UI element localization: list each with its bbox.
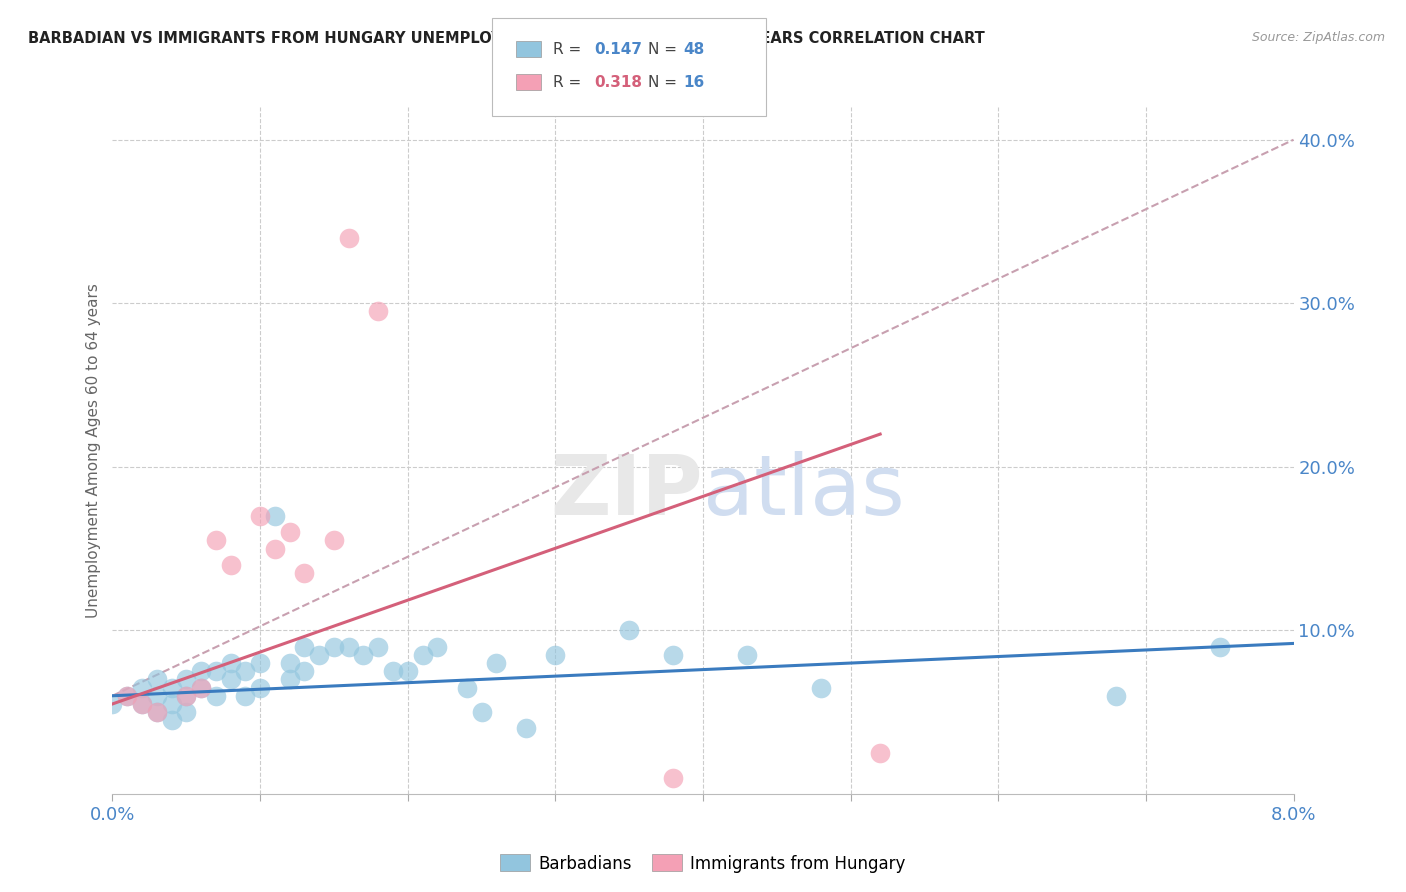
Point — [662, 648, 685, 662]
Point — [146, 705, 169, 719]
Point — [737, 648, 759, 662]
Point — [308, 648, 330, 662]
Point — [323, 533, 346, 548]
Point — [337, 640, 360, 654]
Point — [205, 533, 228, 548]
Point — [264, 508, 287, 523]
Point — [367, 304, 389, 318]
Point — [174, 689, 197, 703]
Point — [117, 689, 138, 703]
Point — [456, 681, 478, 695]
Text: BARBADIAN VS IMMIGRANTS FROM HUNGARY UNEMPLOYMENT AMONG AGES 60 TO 64 YEARS CORR: BARBADIAN VS IMMIGRANTS FROM HUNGARY UNE… — [28, 31, 984, 46]
Point — [619, 624, 641, 638]
Point — [278, 656, 301, 670]
Point — [205, 664, 228, 679]
Text: R =: R = — [553, 42, 586, 56]
Point — [544, 648, 567, 662]
Point — [131, 697, 153, 711]
Point — [174, 689, 197, 703]
Point — [292, 640, 315, 654]
Point — [1208, 640, 1232, 654]
Text: Source: ZipAtlas.com: Source: ZipAtlas.com — [1251, 31, 1385, 45]
Point — [396, 664, 419, 679]
Point — [146, 689, 169, 703]
Text: 16: 16 — [683, 75, 704, 89]
Text: N =: N = — [648, 75, 682, 89]
Point — [146, 705, 169, 719]
Point — [278, 673, 301, 687]
Point — [1105, 689, 1128, 703]
Point — [233, 664, 256, 679]
Point — [352, 648, 374, 662]
Point — [426, 640, 449, 654]
Text: 0.318: 0.318 — [595, 75, 643, 89]
Text: N =: N = — [648, 42, 682, 56]
Point — [160, 681, 183, 695]
Legend: Barbadians, Immigrants from Hungary: Barbadians, Immigrants from Hungary — [494, 847, 912, 880]
Y-axis label: Unemployment Among Ages 60 to 64 years: Unemployment Among Ages 60 to 64 years — [86, 283, 101, 618]
Point — [662, 771, 685, 785]
Point — [249, 508, 271, 523]
Point — [869, 746, 891, 760]
Point — [160, 697, 183, 711]
Point — [292, 566, 315, 580]
Point — [219, 656, 242, 670]
Point — [190, 681, 212, 695]
Point — [515, 722, 537, 736]
Point — [174, 705, 197, 719]
Point — [367, 640, 389, 654]
Point — [131, 697, 153, 711]
Point — [382, 664, 405, 679]
Point — [205, 689, 228, 703]
Point — [412, 648, 434, 662]
Point — [190, 681, 212, 695]
Point — [264, 541, 287, 556]
Point — [292, 664, 315, 679]
Point — [810, 681, 832, 695]
Point — [174, 673, 197, 687]
Point — [146, 673, 169, 687]
Point — [485, 656, 508, 670]
Point — [160, 714, 183, 728]
Point — [471, 705, 494, 719]
Text: 48: 48 — [683, 42, 704, 56]
Point — [219, 673, 242, 687]
Text: atlas: atlas — [703, 451, 904, 533]
Point — [323, 640, 346, 654]
Point — [219, 558, 242, 572]
Point — [249, 681, 271, 695]
Text: 0.147: 0.147 — [595, 42, 643, 56]
Text: R =: R = — [553, 75, 586, 89]
Point — [131, 681, 153, 695]
Point — [117, 689, 138, 703]
Point — [337, 231, 360, 245]
Point — [233, 689, 256, 703]
Point — [190, 664, 212, 679]
Point — [278, 525, 301, 540]
Point — [249, 656, 271, 670]
Point — [101, 697, 124, 711]
Text: ZIP: ZIP — [551, 451, 703, 533]
